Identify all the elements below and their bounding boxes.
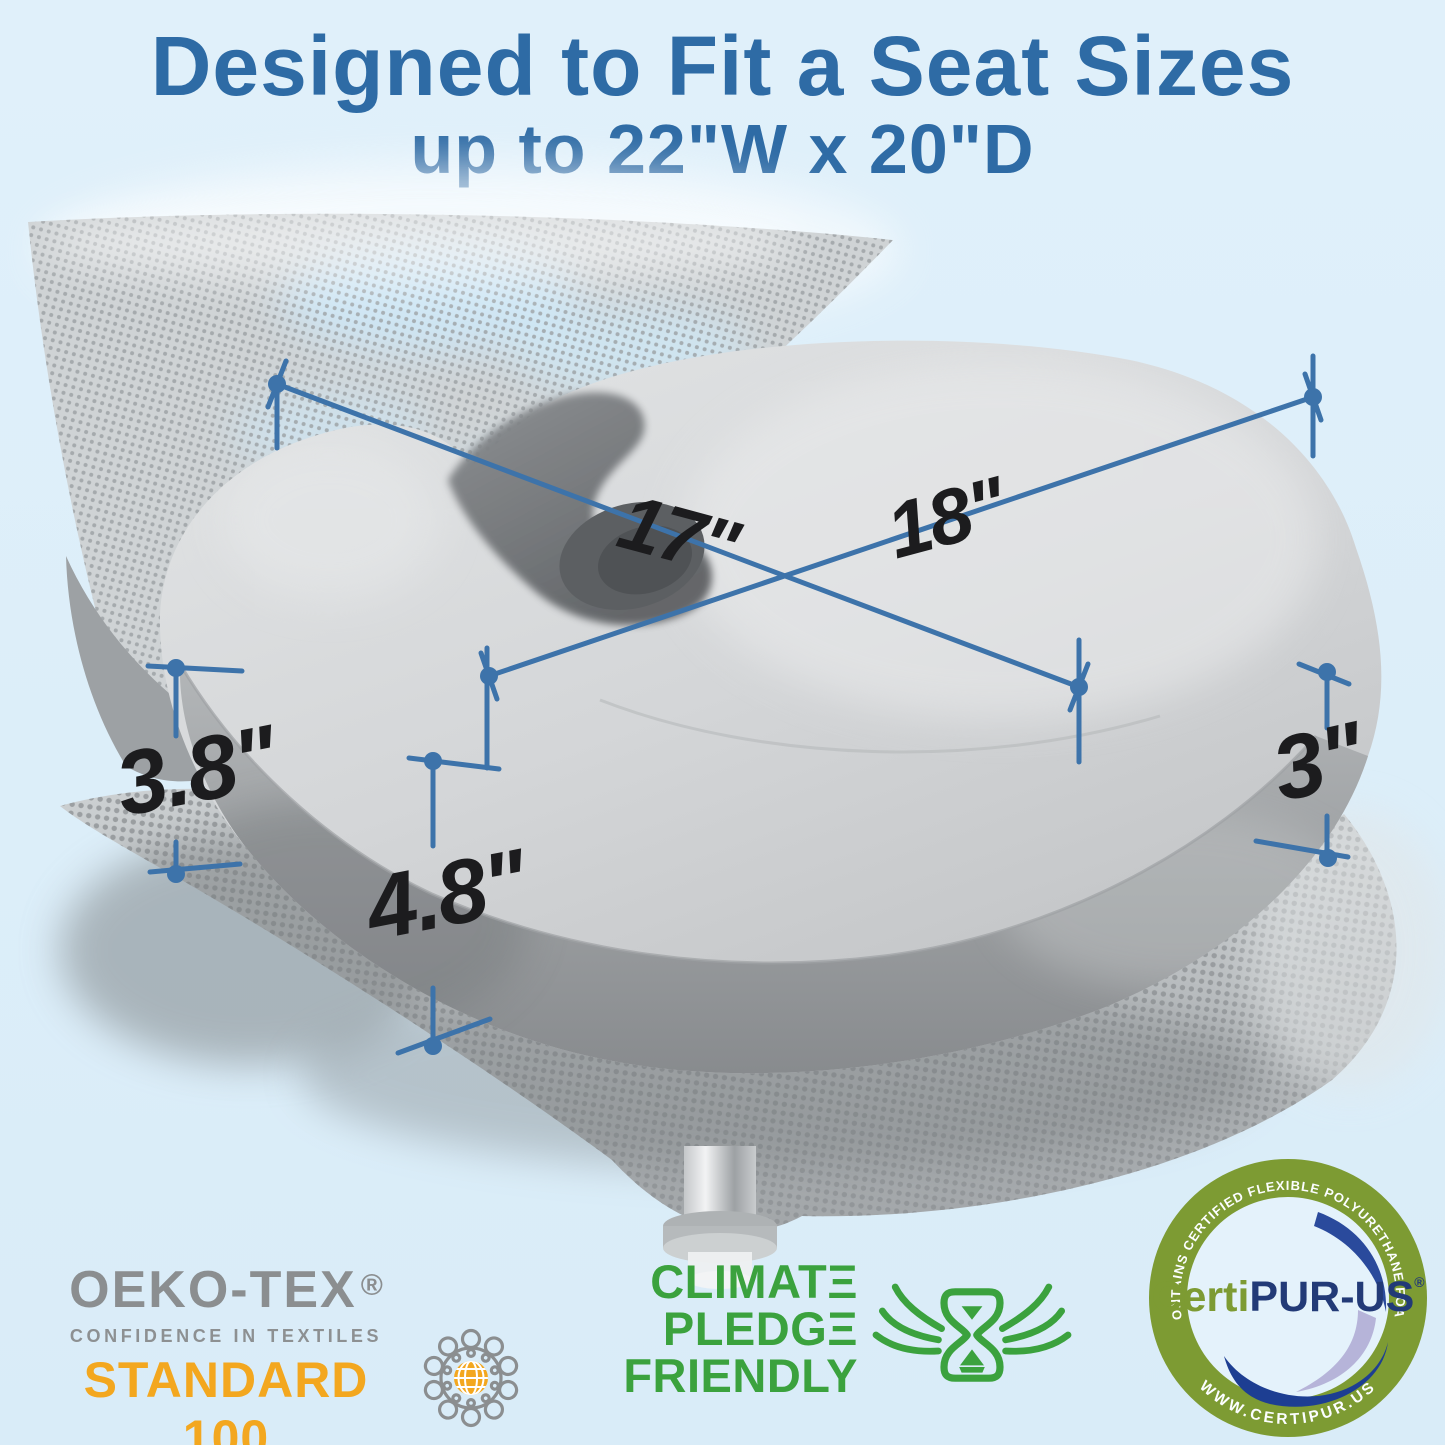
dimension-lines [145,353,1352,1056]
dimension-line-18in [478,353,1324,771]
dimension-line-4-8in [395,752,502,1056]
oeko-tex-flower-globe-icon [421,1328,521,1428]
climate-pledge-line3: FRIENDLY [623,1349,858,1402]
oeko-tex-standard: STANDARD 100 [83,1352,369,1445]
winged-hourglass-icon [872,1283,1072,1382]
oeko-tex-brand: OEKO-TEX [69,1261,357,1319]
chair-gas-lift-post [663,1146,777,1289]
dimension-line-3in [1253,661,1352,867]
dimension-line-17in [265,358,1091,765]
headline: Designed to Fit a Seat Sizes up to 22"W … [0,22,1445,184]
certipur-swoosh [1224,1212,1388,1407]
certipur-center-text: CertiPUR-US® [1151,1273,1425,1321]
oeko-tex-tagline: CONFIDENCE IN TEXTILES [69,1326,383,1346]
climate-pledge-friendly-badge: CLIMATΞ PLEDGΞ FRIENDLY [552,1258,858,1399]
dimension-line-3-8in [145,659,245,883]
headline-line1: Designed to Fit a Seat Sizes [150,19,1295,113]
oeko-tex-registered-mark: ® [360,1269,383,1302]
oeko-tex-badge: OEKO-TEX ® CONFIDENCE IN TEXTILES STANDAR… [40,1260,412,1445]
climate-pledge-line1: CLIMATΞ [650,1255,858,1308]
certipur-us-seal: CONTAINS CERTIFIED FLEXIBLE POLYURETHANE… [1149,1159,1427,1437]
climate-pledge-line2: PLEDGΞ [662,1302,858,1355]
seat-cushion [159,340,1382,1074]
